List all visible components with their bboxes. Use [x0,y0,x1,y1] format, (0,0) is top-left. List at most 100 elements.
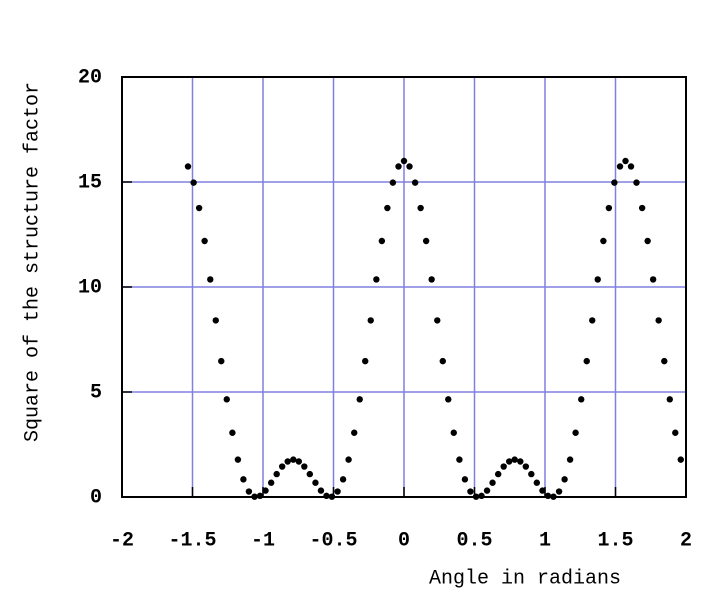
point [400,157,408,165]
point [184,163,192,170]
point [450,429,457,436]
point [666,396,673,403]
x-tick-label: 2 [680,529,692,552]
point [323,492,330,500]
x-tick-label: -1.5 [168,529,216,552]
point [367,317,374,324]
point [218,357,225,365]
point [439,357,446,365]
point [472,493,480,500]
point [578,396,585,403]
point [655,317,662,324]
point [411,179,419,186]
point [256,492,264,500]
point [461,476,469,483]
point [611,179,618,186]
point [207,276,214,283]
point [389,179,397,186]
point [284,458,291,465]
point [339,476,347,483]
point [267,479,275,486]
point [627,163,635,170]
point [422,237,430,245]
point [278,463,286,470]
point [600,237,607,245]
point [245,488,253,495]
point [212,317,219,324]
point [500,463,507,470]
point [566,456,574,463]
point [445,396,452,403]
point [195,204,203,212]
point [533,479,541,486]
point [572,429,579,436]
x-tick-label: -1 [251,529,275,552]
point [251,493,258,500]
x-tick-label: 1.5 [597,529,633,552]
y-tick-label: 15 [78,171,102,194]
y-tick-label: 20 [78,66,102,89]
point [328,493,336,500]
point [633,179,640,186]
point [362,357,369,365]
point [677,456,684,463]
point [494,470,502,478]
point [428,276,435,283]
point [622,157,629,165]
point [290,456,297,463]
point [638,204,646,212]
point [489,479,496,486]
point [555,488,563,495]
point [301,463,308,470]
point [417,204,424,212]
point [511,456,518,463]
point [201,237,208,245]
point [312,479,319,486]
x-tick-label: -0.5 [309,529,357,552]
point [395,163,402,170]
point [478,492,485,500]
point [649,276,657,283]
y-axis-label: Square of the structure factor [21,82,44,442]
point [317,487,325,494]
point [583,357,590,365]
point [406,163,413,170]
point [229,429,236,436]
point [589,317,596,324]
point [223,396,230,403]
point [345,456,352,463]
point [517,458,524,465]
point [539,487,546,494]
point [528,470,535,478]
point [356,396,363,403]
point [306,470,314,478]
point [672,429,679,436]
point [561,476,568,483]
point [594,276,601,283]
point [544,492,552,500]
point [616,163,624,170]
point [661,357,668,365]
x-tick-label: 0.5 [456,529,492,552]
point [644,237,651,245]
y-tick-label: 5 [90,381,102,404]
point [240,476,247,483]
point [273,470,280,478]
x-axis-label: Angle in radians [429,567,621,590]
point [351,429,358,436]
point [522,463,530,470]
y-tick-label: 10 [78,276,102,299]
point [605,204,613,212]
point [378,237,386,245]
y-tick-label: 0 [90,486,102,509]
point [483,487,491,494]
point [434,317,441,324]
point [190,179,197,186]
x-tick-label: -2 [110,529,134,552]
x-tick-label: 1 [539,529,551,552]
point [456,456,463,463]
x-tick-label: 0 [398,529,410,552]
point [550,493,557,500]
point [234,456,242,463]
